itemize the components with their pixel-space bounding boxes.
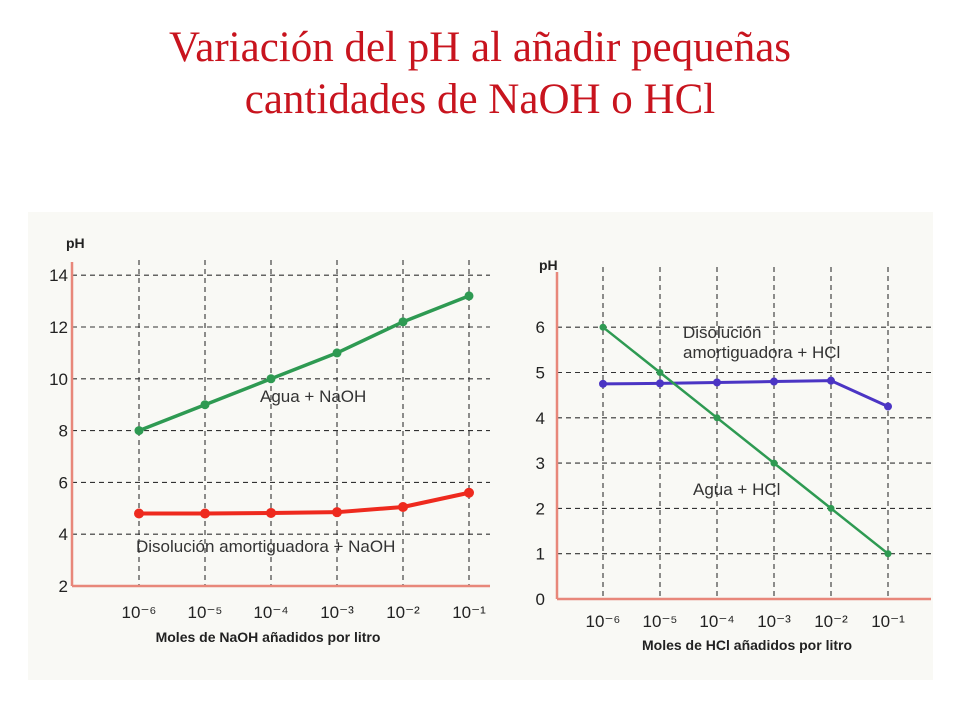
data-point <box>770 459 778 467</box>
data-point <box>656 369 664 376</box>
x-tick-label: 10⁻¹ <box>871 612 905 631</box>
y-tick-label: 0 <box>536 590 545 609</box>
y-tick-label: 2 <box>59 577 68 596</box>
y-tick-label: 10 <box>49 370 68 389</box>
slide-title: Variación del pH al añadir pequeñas cant… <box>0 22 960 126</box>
data-point <box>464 291 474 301</box>
x-tick-label: 10⁻⁶ <box>122 603 157 622</box>
data-point <box>713 378 721 387</box>
data-point <box>464 487 474 498</box>
data-point <box>713 414 721 422</box>
y-tick-label: 12 <box>49 318 68 337</box>
data-point <box>599 323 607 331</box>
data-point <box>332 507 342 518</box>
data-point <box>266 507 276 518</box>
series-label: Disolución <box>683 323 761 342</box>
y-tick-label: 1 <box>536 545 545 564</box>
y-tick-label: 4 <box>59 525 68 544</box>
x-tick-label: 10⁻⁶ <box>586 612 621 631</box>
y-tick-label: 8 <box>59 422 68 441</box>
x-tick-label: 10⁻² <box>386 603 420 622</box>
data-point <box>200 508 210 519</box>
chart-naoh: 2 4 6 8 10 12 14 10⁻⁶ 10⁻⁵ 10⁻⁴ 10⁻³ 10⁻² 10⁻¹ pH Mole… <box>49 235 490 645</box>
series-line <box>137 490 471 516</box>
y-tick-label: 6 <box>536 318 545 337</box>
series-label: Agua + NaOH <box>260 387 366 406</box>
chart-hcl: 0 1 2 3 4 5 6 10⁻⁶ 10⁻⁵ 10⁻⁴ 10⁻³ 10⁻² 10⁻¹ pH Moles d… <box>536 257 931 653</box>
y-tick-label: 2 <box>536 499 545 518</box>
series-line <box>137 294 471 433</box>
data-point <box>827 376 835 385</box>
data-point <box>398 502 408 513</box>
title-line-1: Variación del pH al añadir pequeñas <box>168 24 792 71</box>
data-point <box>332 348 342 358</box>
data-point <box>200 400 210 410</box>
data-point <box>656 379 664 388</box>
data-point <box>134 508 144 519</box>
x-tick-label: 10⁻⁴ <box>699 612 734 631</box>
data-point <box>884 402 892 411</box>
x-tick-label: 10⁻² <box>814 612 848 631</box>
x-tick-label: 10⁻⁴ <box>253 603 288 622</box>
figure-panel: 2 4 6 8 10 12 14 10⁻⁶ 10⁻⁵ 10⁻⁴ 10⁻³ 10⁻² 10⁻¹ pH Mole… <box>28 212 933 680</box>
data-point <box>134 426 144 436</box>
series-label: amortiguadora + HCl <box>683 343 840 362</box>
x-tick-label: 10⁻¹ <box>452 603 486 622</box>
data-point <box>770 377 778 386</box>
y-tick-label: 5 <box>536 364 545 383</box>
x-tick-label: 10⁻³ <box>757 612 791 631</box>
x-axis-title: Moles de HCl añadidos por litro <box>642 637 852 653</box>
data-point <box>827 504 835 512</box>
series-line <box>601 325 890 555</box>
y-axis-title: pH <box>66 235 85 251</box>
y-tick-label: 6 <box>59 473 68 492</box>
data-point <box>266 374 276 384</box>
x-tick-label: 10⁻³ <box>320 603 354 622</box>
x-tick-label: 10⁻⁵ <box>643 612 678 631</box>
data-point <box>884 550 892 558</box>
series-label: Disolución amortiguadora + NaOH <box>136 537 395 556</box>
x-axis-title: Moles de NaOH añadidos por litro <box>156 629 381 645</box>
data-point <box>599 379 607 388</box>
series-label: Agua + HCl <box>693 480 780 499</box>
y-tick-label: 3 <box>536 454 545 473</box>
y-tick-label: 14 <box>49 266 68 285</box>
x-tick-label: 10⁻⁵ <box>188 603 223 622</box>
y-axis-title: pH <box>539 257 558 273</box>
data-point <box>398 317 408 327</box>
y-tick-label: 4 <box>536 409 545 428</box>
title-line-2: cantidades de NaOH o HCl <box>244 76 716 123</box>
series-line <box>601 379 890 408</box>
